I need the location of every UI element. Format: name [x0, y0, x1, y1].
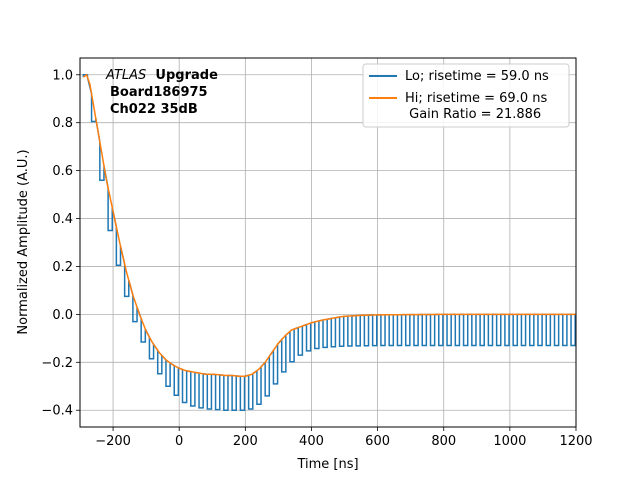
x-tick-label: 600: [365, 434, 390, 449]
y-tick-label: 1.0: [52, 68, 73, 83]
y-tick-label: 0.8: [52, 116, 73, 131]
legend-box: [362, 63, 570, 128]
y-tick-label: 0.4: [52, 212, 73, 227]
svg-text:ATLAS Upgrade: ATLAS Upgrade: [105, 68, 218, 83]
x-tick-label: 0: [175, 434, 183, 449]
annotation-atlas: ATLAS: [105, 68, 146, 83]
plot-area: [82, 73, 576, 411]
annotation-channel: Ch022 35dB: [110, 102, 198, 117]
x-tick-label: 800: [431, 434, 456, 449]
annotation-board: Board186975: [110, 85, 208, 100]
y-axis-ticks: −0.4 −0.2 0.0 0.2 0.4 0.6 0.8 1.0: [41, 68, 80, 419]
x-axis-ticks: −200 0 200 400 600 800 1000 1200: [95, 427, 593, 449]
x-tick-label: 200: [233, 434, 258, 449]
plot-frame: [79, 57, 577, 428]
y-tick-label: 0.2: [52, 260, 73, 275]
x-tick-label: 1000: [493, 434, 526, 449]
x-tick-label: 1200: [559, 434, 592, 449]
atlas-annotation: ATLAS Upgrade Board186975 Ch022 35dB: [105, 68, 218, 117]
y-tick-label: −0.4: [41, 404, 73, 419]
x-tick-label: −200: [95, 434, 131, 449]
x-tick-label: 400: [299, 434, 324, 449]
y-tick-label: 0.6: [52, 164, 73, 179]
y-axis-label: Normalized Amplitude (A.U.): [16, 149, 31, 334]
x-axis-label: Time [ns]: [296, 457, 358, 472]
y-tick-label: 0.0: [52, 308, 73, 323]
legend-label-hi: Hi; risetime = 69.0 ns Gain Ratio = 21.8…: [405, 91, 547, 122]
legend: Lo; risetime = 59.0 ns Hi; risetime = 69…: [362, 63, 570, 128]
series-line-hi: [82, 73, 576, 377]
y-tick-label: −0.2: [41, 356, 73, 371]
annotation-upgrade: Upgrade: [155, 68, 218, 83]
legend-label-lo: Lo; risetime = 59.0 ns: [405, 69, 549, 84]
